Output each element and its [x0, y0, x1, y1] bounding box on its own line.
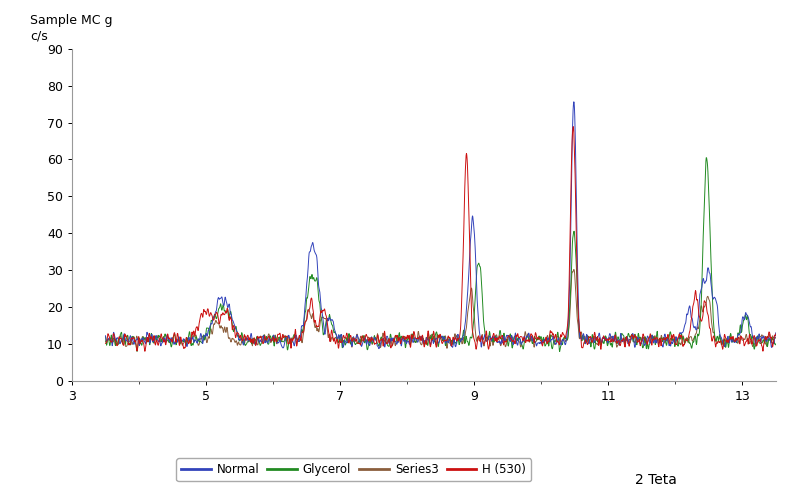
Text: Sample MC g
c/s: Sample MC g c/s — [30, 14, 112, 42]
Legend: Normal, Glycerol, Series3, H (530): Normal, Glycerol, Series3, H (530) — [176, 459, 531, 481]
Text: 2 Teta: 2 Teta — [635, 473, 677, 487]
